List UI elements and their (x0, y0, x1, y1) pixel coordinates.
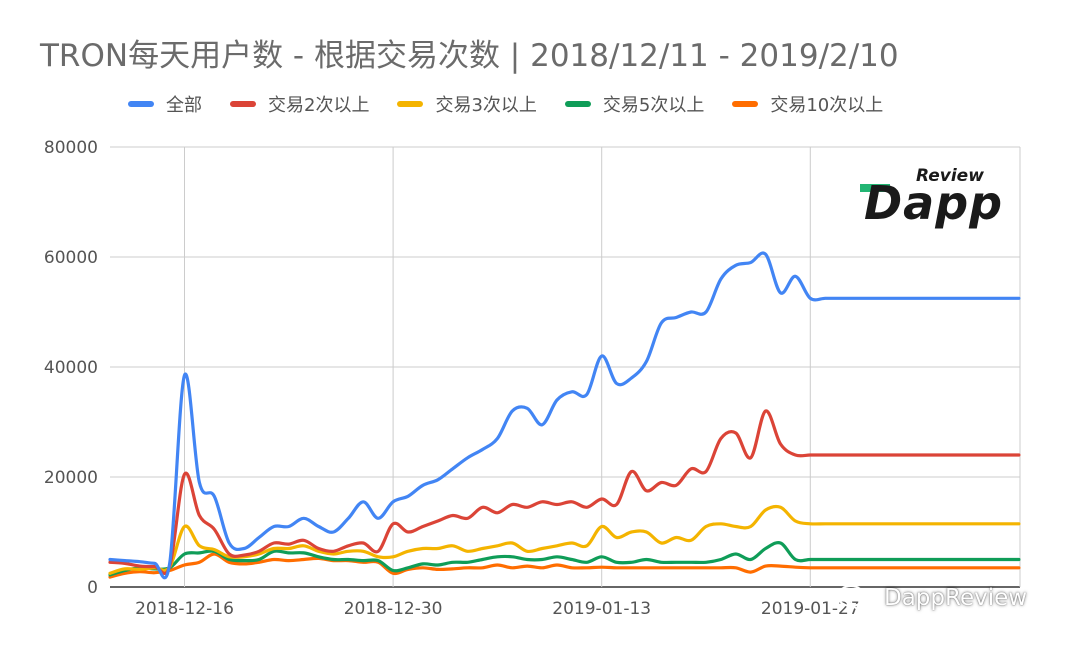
watermark-text: DappReview (884, 585, 1028, 611)
wechat-watermark: DappReview (836, 584, 1027, 612)
y-tick-label: 80000 (44, 138, 98, 158)
legend-item: 交易10次以上 (732, 91, 883, 117)
series-line (108, 552, 1021, 579)
y-tick-label: 40000 (44, 358, 98, 378)
legend-label: 交易10次以上 (770, 95, 884, 116)
chart-legend: 全部 交易2次以上 交易3次以上 交易5次以上 交易10次以上 (128, 90, 911, 118)
x-tick-label: 2018-12-30 (344, 599, 443, 619)
logo-accent-bar (860, 184, 890, 192)
legend-item: 全部 (128, 91, 202, 117)
x-tick-label: 2019-01-13 (552, 599, 651, 619)
y-tick-label: 20000 (44, 468, 98, 488)
logo-dapp-text: Dapp (864, 176, 1004, 230)
series-line (108, 504, 1021, 575)
series-line (108, 251, 1021, 580)
dapp-review-logo: Review Dapp (858, 164, 1008, 234)
legend-item: 交易3次以上 (397, 91, 537, 117)
legend-swatch (732, 101, 759, 107)
wechat-icon (837, 585, 874, 611)
x-tick-label: 2018-12-16 (135, 599, 234, 619)
legend-item: 交易5次以上 (564, 91, 705, 117)
legend-label: 交易3次以上 (435, 95, 537, 116)
logo-review-text: Review (916, 166, 984, 186)
series-line (108, 409, 1021, 575)
legend-item: 交易2次以上 (230, 91, 369, 117)
series-line (108, 541, 1021, 577)
x-tick-label: 2019-01-27 (761, 599, 860, 619)
y-tick-label: 0 (87, 578, 98, 598)
legend-swatch (230, 101, 256, 107)
legend-label: 交易5次以上 (602, 95, 705, 116)
legend-swatch (128, 101, 154, 107)
chart-title: TRON每天用户数 - 根据交易次数 | 2018/12/11 - 2019/2… (40, 38, 899, 74)
y-tick-label: 60000 (44, 248, 98, 268)
legend-swatch (564, 101, 591, 107)
legend-label: 全部 (166, 95, 202, 116)
legend-label: 交易2次以上 (268, 95, 370, 116)
legend-swatch (397, 101, 424, 107)
